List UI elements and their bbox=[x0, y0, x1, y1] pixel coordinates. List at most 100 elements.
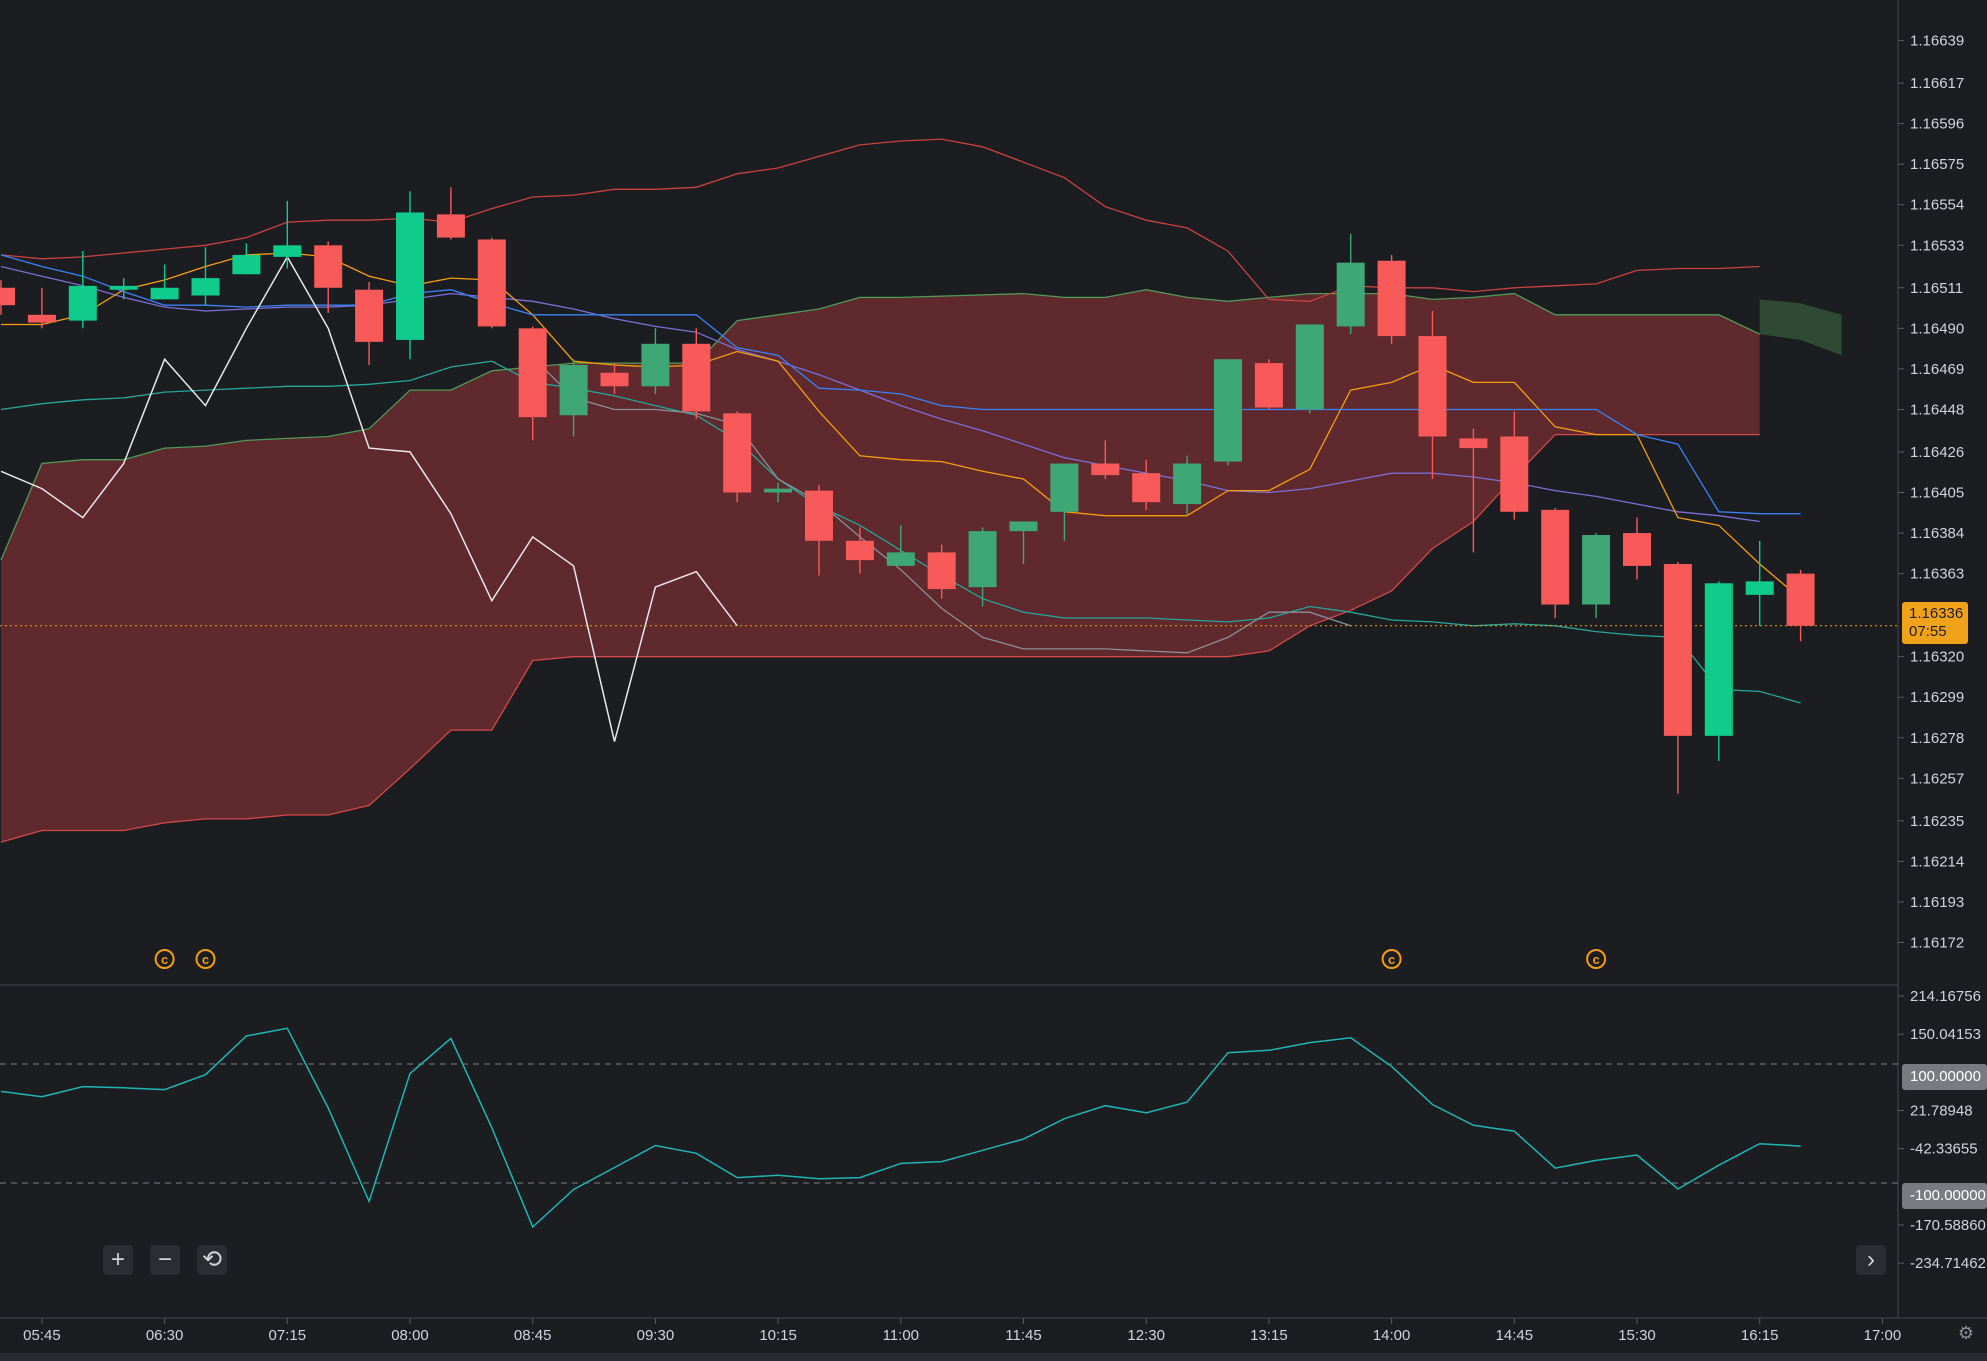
candle bbox=[1091, 440, 1120, 479]
candle bbox=[845, 527, 874, 574]
candle bbox=[1254, 359, 1283, 410]
candle-body bbox=[1786, 573, 1815, 626]
candle bbox=[396, 191, 424, 360]
price-tick-label: 1.16617 bbox=[1910, 75, 1964, 92]
price-tick-label: 1.16511 bbox=[1910, 280, 1963, 297]
price-tick-label: 1.16469 bbox=[1910, 361, 1964, 378]
candle bbox=[0, 280, 15, 315]
bollinger-upper-line bbox=[0, 138, 1760, 302]
reset-view-button[interactable]: ⟲ bbox=[197, 1245, 227, 1275]
candle bbox=[1132, 459, 1161, 510]
price-tick-label: 1.16575 bbox=[1910, 156, 1964, 173]
candle bbox=[1009, 521, 1038, 564]
ichimoku-cloud bbox=[0, 289, 1842, 843]
time-tick-label: 14:00 bbox=[1373, 1327, 1411, 1344]
cci-line bbox=[0, 1027, 1801, 1229]
candle bbox=[477, 237, 506, 329]
candle-body bbox=[1541, 509, 1570, 605]
candle-body bbox=[1254, 363, 1283, 408]
candle bbox=[1786, 569, 1815, 642]
candle bbox=[1050, 463, 1079, 541]
candle-body bbox=[845, 540, 874, 561]
candle bbox=[355, 281, 384, 366]
cci-tick-label: 150.04153 bbox=[1910, 1026, 1981, 1043]
time-tick-label: 12:30 bbox=[1127, 1327, 1165, 1344]
scroll-right-button[interactable]: › bbox=[1856, 1245, 1886, 1275]
candle-body bbox=[1377, 260, 1406, 337]
event-marker-icon: c bbox=[1586, 949, 1607, 969]
price-tick-label: 1.16299 bbox=[1910, 689, 1964, 706]
candle bbox=[600, 363, 629, 394]
candle bbox=[1500, 411, 1529, 520]
zoom-in-button[interactable]: + bbox=[103, 1245, 133, 1275]
candle-body bbox=[1663, 563, 1692, 736]
price-tick-label: 1.16193 bbox=[1910, 894, 1964, 911]
candle-body bbox=[1623, 533, 1651, 566]
chikou-span-line bbox=[532, 356, 1351, 654]
time-tick-label: 13:15 bbox=[1250, 1327, 1288, 1344]
candle bbox=[314, 241, 343, 313]
cci-tick-label: -170.58860 bbox=[1910, 1217, 1986, 1234]
candle bbox=[273, 200, 302, 269]
candle-body bbox=[886, 552, 915, 566]
cci-tick-label: 214.16756 bbox=[1910, 988, 1981, 1005]
candle bbox=[805, 484, 833, 576]
candle bbox=[1336, 233, 1365, 335]
time-tick-label: 08:45 bbox=[514, 1327, 552, 1344]
candle bbox=[1214, 359, 1242, 466]
event-marker-glyph: c bbox=[161, 952, 168, 967]
candle bbox=[559, 359, 588, 437]
candle bbox=[1459, 428, 1488, 553]
candle bbox=[764, 482, 793, 503]
candle-body bbox=[191, 278, 220, 296]
candle bbox=[232, 243, 261, 275]
time-tick-label: 15:30 bbox=[1618, 1327, 1656, 1344]
pane-separator bbox=[0, 0, 1987, 1319]
event-marker-ring bbox=[154, 949, 175, 969]
candle-body bbox=[436, 214, 465, 238]
candle-body bbox=[559, 365, 588, 416]
candle-body bbox=[1091, 463, 1120, 476]
candle-body bbox=[1582, 534, 1611, 605]
price-tick-label: 1.16426 bbox=[1910, 444, 1964, 461]
zoom-out-button[interactable]: − bbox=[150, 1245, 180, 1275]
candle bbox=[927, 544, 956, 599]
time-tick-label: 17:00 bbox=[1864, 1327, 1902, 1344]
time-tick-label: 11:00 bbox=[883, 1327, 919, 1344]
time-tick-label: 16:15 bbox=[1741, 1327, 1779, 1344]
price-tick-label: 1.16490 bbox=[1910, 320, 1964, 337]
candle-body bbox=[150, 287, 179, 300]
event-marker-ring bbox=[1381, 949, 1402, 969]
time-tick-label: 06:30 bbox=[146, 1327, 184, 1344]
candle bbox=[1745, 540, 1774, 626]
current-price-value: 1.16336 bbox=[1909, 605, 1964, 622]
candle bbox=[436, 187, 465, 240]
event-marker-glyph: c bbox=[1592, 952, 1599, 967]
candle-body bbox=[1336, 262, 1365, 327]
candle-body bbox=[641, 343, 670, 387]
price-tick-label: 1.16214 bbox=[1910, 853, 1964, 870]
candle bbox=[150, 264, 179, 300]
cci-tick-label: -234.71462 bbox=[1910, 1255, 1986, 1272]
settings-gear-icon[interactable]: ⚙ bbox=[1957, 1323, 1975, 1343]
cci-upper-level-label: 100.00000 bbox=[1902, 1064, 1987, 1090]
candle-body bbox=[764, 488, 793, 493]
price-tick-label: 1.16448 bbox=[1910, 401, 1964, 418]
candle-body bbox=[518, 328, 547, 418]
countdown-timer: 07:55 bbox=[1909, 623, 1947, 640]
senkou-span-a-line bbox=[0, 289, 1760, 561]
time-tick-label: 14:45 bbox=[1496, 1327, 1534, 1344]
candle-body bbox=[1704, 583, 1733, 736]
candle bbox=[518, 326, 547, 441]
candle bbox=[886, 525, 915, 566]
candle-body bbox=[1214, 359, 1242, 462]
candle bbox=[27, 287, 56, 329]
candle-body bbox=[1418, 336, 1447, 437]
senkou-span-b-line bbox=[0, 433, 1760, 843]
candle bbox=[109, 278, 138, 300]
candle-body bbox=[1745, 581, 1774, 595]
time-tick-label: 07:15 bbox=[269, 1327, 307, 1344]
event-marker-icon: c bbox=[154, 949, 175, 969]
